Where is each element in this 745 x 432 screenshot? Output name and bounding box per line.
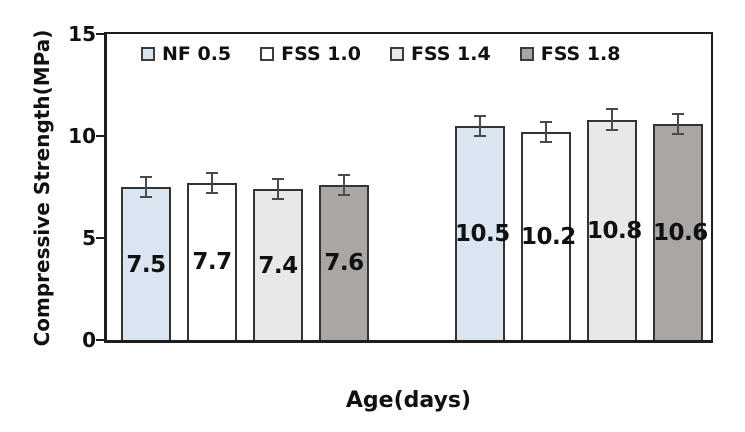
error-bar-cap-bottom <box>540 141 552 144</box>
error-bar-stem <box>145 175 147 199</box>
error-bar-cap-top <box>474 114 486 117</box>
bar-nf-0.5-group1: 7.5 <box>121 187 171 340</box>
legend-label: FSS 1.8 <box>540 43 621 65</box>
y-tick-mark <box>96 237 104 239</box>
error-bar-cap-top <box>540 120 552 123</box>
bar-value-label: 10.8 <box>587 217 642 244</box>
legend-label: FSS 1.4 <box>410 43 491 65</box>
legend: NF 0.5 FSS 1.0 FSS 1.4 FSS 1.8 <box>141 43 621 65</box>
error-bar-cap-bottom <box>606 128 618 131</box>
bar-value-label: 7.4 <box>258 252 298 279</box>
error-bar <box>521 120 571 144</box>
y-tick-mark <box>96 339 104 341</box>
x-axis-title: Age(days) <box>345 388 472 413</box>
y-tick-label: 10 <box>68 124 96 148</box>
error-bar-cap-bottom <box>672 132 684 135</box>
legend-label: NF 0.5 <box>162 43 232 65</box>
error-bar <box>653 112 703 135</box>
legend-item: FSS 1.0 <box>260 43 361 65</box>
error-bar <box>121 175 171 199</box>
bar-value-label: 7.6 <box>324 250 364 277</box>
legend-item: FSS 1.4 <box>389 43 491 65</box>
error-bar-cap-bottom <box>338 194 350 197</box>
y-tick-mark <box>96 33 104 35</box>
error-bar-stem <box>545 120 547 144</box>
y-tick-label: 0 <box>82 328 96 352</box>
bar-value-label: 10.6 <box>653 219 708 246</box>
error-bar-stem <box>343 173 345 197</box>
error-bar-cap-top <box>606 108 618 111</box>
y-tick-mark <box>96 135 104 137</box>
legend-item: NF 0.5 <box>141 43 231 65</box>
error-bar-stem <box>479 114 481 138</box>
legend-label: FSS 1.0 <box>281 43 361 65</box>
y-axis-title: Compressive Strength(MPa) <box>30 29 54 347</box>
error-bar-cap-top <box>672 112 684 115</box>
error-bar-cap-top <box>272 177 284 180</box>
error-bar-stem <box>211 171 213 195</box>
bar-fss-1.4-group1: 7.4 <box>253 189 303 340</box>
y-tick-label: 15 <box>68 22 96 46</box>
y-tick-label: 5 <box>82 226 96 250</box>
bar-nf-0.5-group2: 10.5 <box>455 125 510 340</box>
error-bar <box>455 114 505 138</box>
legend-item: FSS 1.8 <box>519 43 621 65</box>
legend-swatch-icon <box>389 47 404 61</box>
error-bar-cap-bottom <box>272 198 284 201</box>
error-bar-cap-bottom <box>140 196 152 199</box>
error-bar <box>253 177 303 201</box>
bar-value-label: 7.7 <box>192 249 232 276</box>
bar-value-label: 7.5 <box>126 251 166 278</box>
plot-area: NF 0.5 FSS 1.0 FSS 1.4 FSS 1.8 7.5 7.7 7.4 7.6… <box>104 32 713 343</box>
bar-fss-1.0-group1: 7.7 <box>187 182 237 340</box>
bar-fss-1.8-group1: 7.6 <box>319 184 369 340</box>
error-bar-cap-top <box>338 173 350 176</box>
error-bar-cap-bottom <box>206 192 218 195</box>
error-bar <box>319 173 369 197</box>
error-bar-cap-top <box>140 175 152 178</box>
error-bar <box>587 108 637 131</box>
legend-swatch-icon <box>141 47 155 61</box>
bar-fss-1.4-group2: 10.8 <box>587 119 642 340</box>
bar-fss-1.0-group2: 10.2 <box>521 131 576 340</box>
bar-fss-1.8-group2: 10.6 <box>653 123 708 340</box>
legend-swatch-icon <box>260 47 275 61</box>
bar-value-label: 10.5 <box>455 220 510 247</box>
error-bar-stem <box>677 112 679 135</box>
error-bar-cap-top <box>206 171 218 174</box>
error-bar-stem <box>611 108 613 131</box>
bar-value-label: 10.2 <box>521 223 576 250</box>
error-bar-cap-bottom <box>474 135 486 138</box>
legend-swatch-icon <box>519 47 534 61</box>
error-bar <box>187 171 237 195</box>
error-bar-stem <box>277 177 279 201</box>
